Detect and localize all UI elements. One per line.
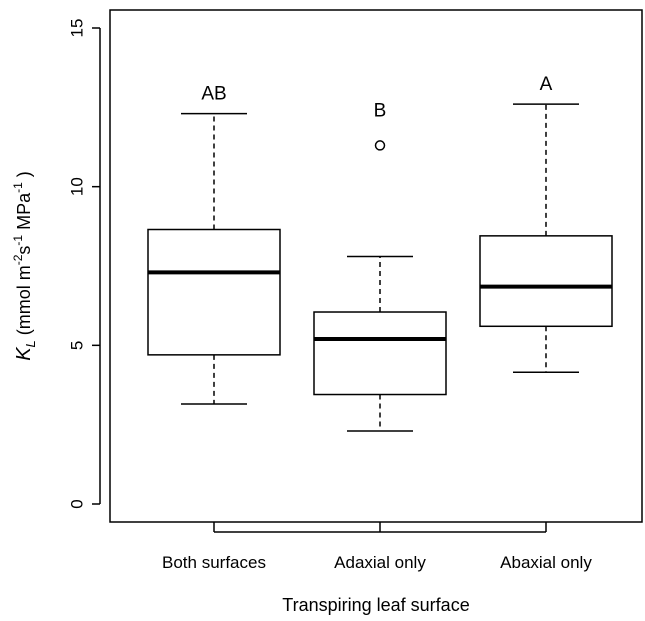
- box-iqr: [147, 228, 281, 356]
- y-label-subscript: L: [23, 340, 38, 347]
- y-label-exponent: -1: [11, 182, 25, 193]
- y-label-exponent: -2: [11, 254, 25, 265]
- box-both-surfaces: AB: [147, 84, 281, 405]
- outlier-point: [374, 140, 386, 151]
- y-tick-label: 15: [67, 19, 86, 38]
- x-axis: Both surfaces Adaxial only Abaxial only: [162, 522, 592, 572]
- box-abaxial-only: A: [479, 74, 613, 374]
- y-axis: 0 5 10 15: [67, 19, 101, 509]
- y-label-units: ): [14, 171, 34, 182]
- x-tick-label: Abaxial only: [500, 553, 592, 572]
- y-label-symbol: K: [13, 346, 35, 361]
- significance-label: B: [374, 100, 387, 121]
- y-label-units: s: [14, 246, 34, 255]
- y-label-units: MPa: [14, 192, 34, 235]
- y-axis-label: KL (mmol m-2s-1 MPa-1 ): [11, 171, 38, 361]
- y-tick-label: 10: [67, 177, 86, 196]
- box-adaxial-only: B: [313, 100, 447, 432]
- y-label-exponent: -1: [11, 235, 25, 246]
- x-tick-label: Adaxial only: [334, 553, 426, 572]
- y-tick-label: 0: [67, 499, 86, 508]
- x-axis-label: Transpiring leaf surface: [282, 595, 469, 615]
- plot-frame: [109, 9, 643, 523]
- box-iqr: [479, 235, 613, 328]
- x-tick-label: Both surfaces: [162, 553, 266, 572]
- box-iqr: [313, 311, 447, 396]
- significance-label: A: [540, 74, 553, 95]
- y-label-units: (mmol m: [14, 265, 34, 340]
- boxes-layer: AB B A: [147, 74, 613, 432]
- significance-label: AB: [201, 84, 226, 105]
- y-tick-label: 5: [67, 341, 86, 350]
